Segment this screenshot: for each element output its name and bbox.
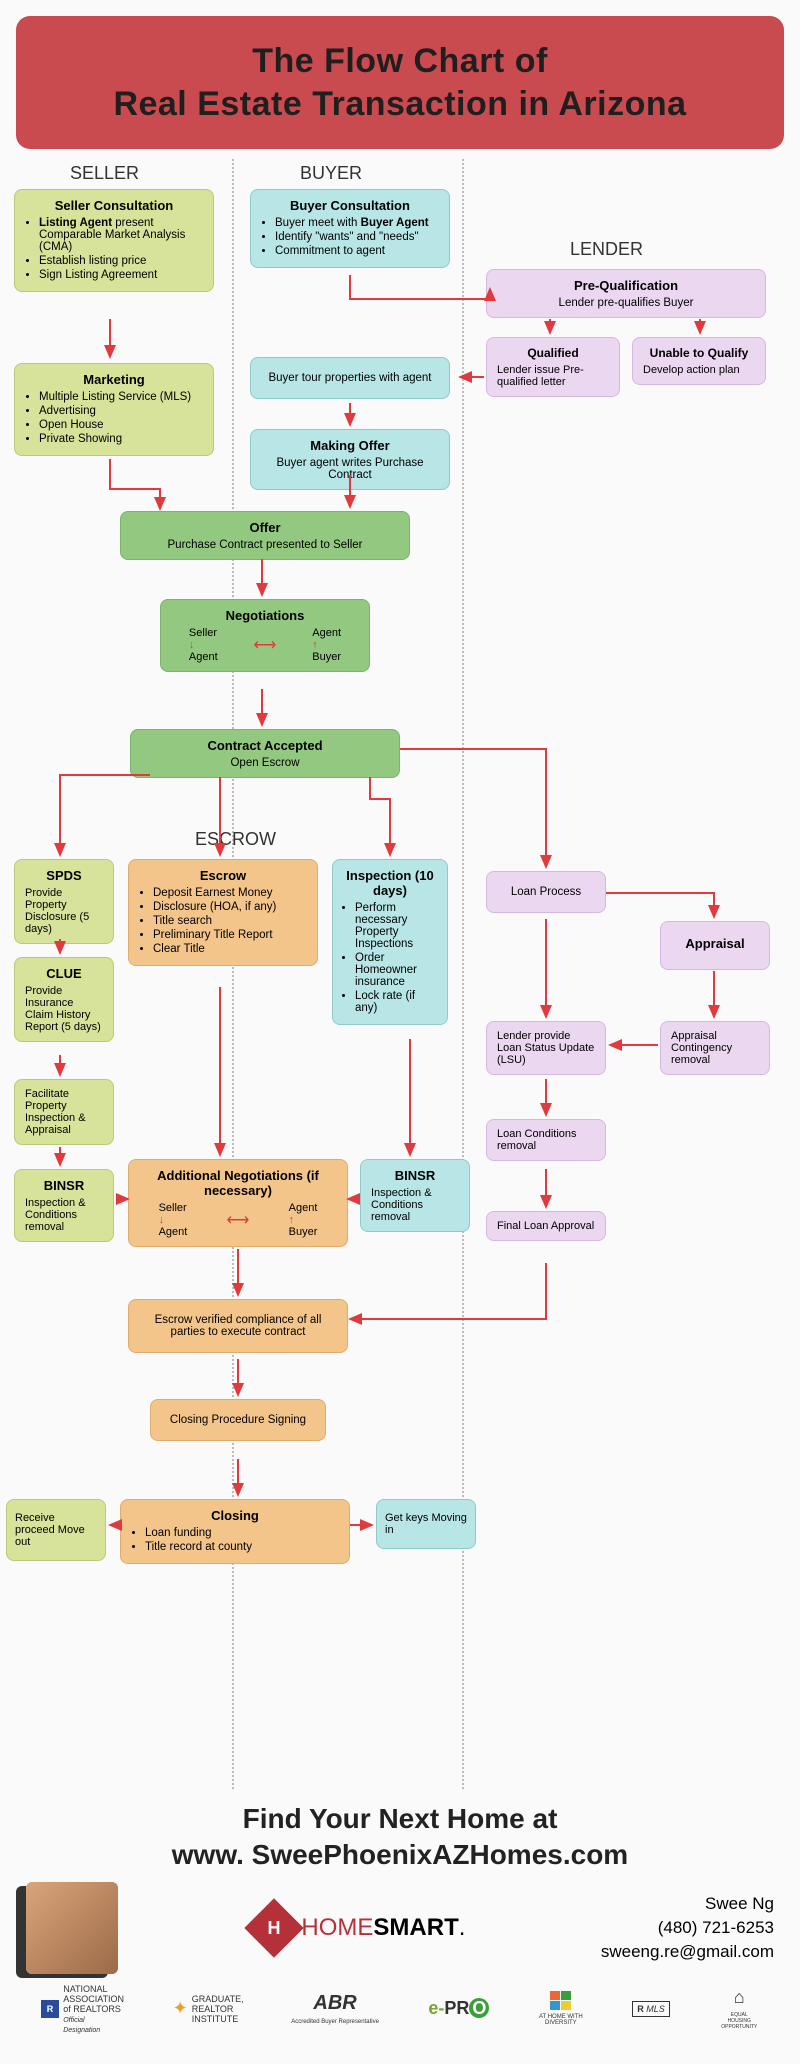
node-prequal: Pre-Qualification Lender pre-qualifies B…	[486, 269, 766, 318]
contact-row: H HOMESMART. Swee Ng (480) 721-6253 swee…	[0, 1882, 800, 1974]
node-marketing: Marketing Multiple Listing Service (MLS)…	[14, 363, 214, 456]
node-accepted: Contract Accepted Open Escrow	[130, 729, 400, 778]
label-seller: SELLER	[70, 163, 139, 184]
node-unable: Unable to Qualify Develop action plan	[632, 337, 766, 385]
node-loan-process: Loan Process	[486, 871, 606, 913]
footer-cta: Find Your Next Home at www. SweePhoenixA…	[0, 1789, 800, 1882]
infographic-root: The Flow Chart of Real Estate Transactio…	[0, 16, 800, 2064]
agent-avatar	[26, 1882, 118, 1974]
contact-info: Swee Ng (480) 721-6253 sweeng.re@gmail.c…	[601, 1892, 774, 1963]
badge-mls: R MLS	[632, 2001, 670, 2017]
node-appraisal: Appraisal	[660, 921, 770, 970]
node-verified: Escrow verified compliance of all partie…	[128, 1299, 348, 1353]
badges-row: RNATIONAL ASSOCIATION of REALTORSOfficia…	[0, 1974, 800, 2044]
badge-eho: ⌂EQUAL HOUSING OPPORTUNITY	[719, 1987, 759, 2030]
badge-diversity: AT HOME WITH DIVERSITY	[539, 1991, 583, 2026]
node-inspection: Inspection (10 days) Perform necessary P…	[332, 859, 448, 1025]
badge-gri: ✦GRADUATE, REALTOR INSTITUTE	[173, 1994, 242, 2024]
flowchart-area: SELLER BUYER LENDER ESCROW Seller Consul…	[0, 159, 800, 1789]
node-spds: SPDS Provide Property Disclosure (5 days…	[14, 859, 114, 944]
node-closing: Closing Loan fundingTitle record at coun…	[120, 1499, 350, 1564]
node-offer: Offer Purchase Contract presented to Sel…	[120, 511, 410, 560]
node-making-offer: Making Offer Buyer agent writes Purchase…	[250, 429, 450, 490]
node-binsr-buyer: BINSR Inspection & Conditions removal	[360, 1159, 470, 1232]
node-buyer-consult: Buyer Consultation Buyer meet with Buyer…	[250, 189, 450, 268]
label-buyer: BUYER	[300, 163, 362, 184]
node-final-loan: Final Loan Approval	[486, 1211, 606, 1241]
node-escrow: Escrow Deposit Earnest MoneyDisclosure (…	[128, 859, 318, 966]
node-qualified: Qualified Lender issue Pre-qualified let…	[486, 337, 620, 397]
badge-nar: RNATIONAL ASSOCIATION of REALTORSOfficia…	[41, 1984, 124, 2034]
title-line2: Real Estate Transaction in Arizona	[113, 85, 686, 123]
label-lender: LENDER	[570, 239, 643, 260]
node-tour: Buyer tour properties with agent	[250, 357, 450, 399]
node-receive: Receive proceed Move out	[6, 1499, 106, 1561]
node-loan-cond: Loan Conditions removal	[486, 1119, 606, 1161]
badge-abr: ABRAccredited Buyer Representative	[291, 1992, 379, 2025]
badge-epro: e-PRO	[428, 1998, 489, 2019]
node-getkeys: Get keys Moving in	[376, 1499, 476, 1549]
node-binsr-seller: BINSR Inspection & Conditions removal	[14, 1169, 114, 1242]
contact-email: sweeng.re@gmail.com	[601, 1940, 774, 1964]
logo-diamond-icon: H	[245, 1898, 304, 1957]
node-seller-consult: Seller Consultation Listing Agent presen…	[14, 189, 214, 292]
homesmart-logo: H HOMESMART.	[253, 1907, 465, 1949]
contact-phone: (480) 721-6253	[601, 1916, 774, 1940]
node-negotiations: Negotiations Seller↓Agent ⟷ Agent↑Buyer	[160, 599, 370, 672]
title: The Flow Chart of Real Estate Transactio…	[26, 40, 774, 125]
contact-name: Swee Ng	[601, 1892, 774, 1916]
label-escrow: ESCROW	[195, 829, 276, 850]
node-facilitate: Facilitate Property Inspection & Apprais…	[14, 1079, 114, 1145]
header-banner: The Flow Chart of Real Estate Transactio…	[16, 16, 784, 149]
node-addl-neg: Additional Negotiations (if necessary) S…	[128, 1159, 348, 1247]
node-closing-proc: Closing Procedure Signing	[150, 1399, 326, 1441]
node-lsu: Lender provide Loan Status Update (LSU)	[486, 1021, 606, 1075]
node-clue: CLUE Provide Insurance Claim History Rep…	[14, 957, 114, 1042]
node-apr-cont: Appraisal Contingency removal	[660, 1021, 770, 1075]
title-line1: The Flow Chart of	[252, 42, 548, 80]
footer-text: Find Your Next Home at www. SweePhoenixA…	[0, 1801, 800, 1874]
